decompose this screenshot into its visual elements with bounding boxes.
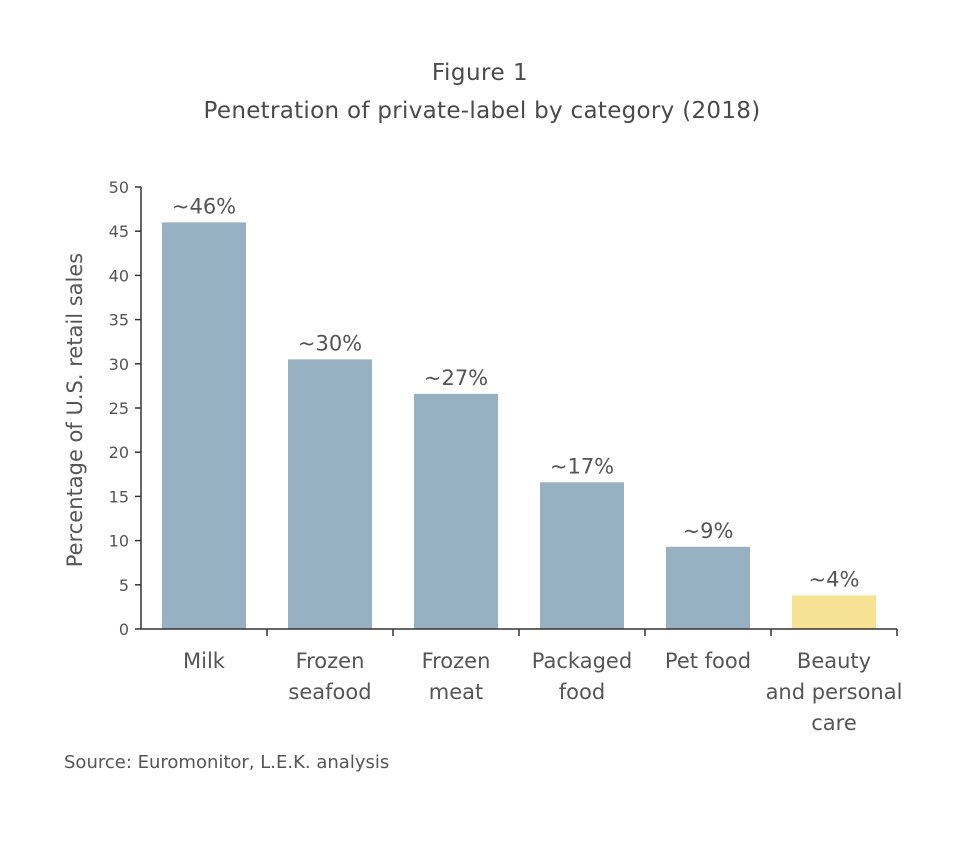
x-category-label: Milk — [183, 649, 226, 673]
y-tick-label: 50 — [109, 178, 129, 197]
y-tick-label: 45 — [109, 222, 129, 241]
x-category-label: Packaged food — [532, 649, 632, 704]
bar-data-label: ~17% — [550, 454, 614, 478]
x-axis — [141, 628, 898, 636]
y-axis-ticks: 0 5 10 15 20 25 30 35 40 45 50 — [109, 178, 141, 639]
bar-data-label: ~27% — [424, 366, 488, 390]
bar — [792, 595, 876, 629]
bar — [540, 482, 624, 629]
y-tick-label: 35 — [109, 311, 129, 330]
bars — [162, 222, 876, 630]
bar-data-label: ~4% — [809, 567, 860, 591]
x-category-label: Frozen meat — [422, 649, 491, 704]
chart-title: Penetration of private-label by category… — [203, 98, 761, 124]
x-category-label: Beauty and personal care — [766, 649, 903, 735]
y-tick-label: 5 — [119, 576, 129, 595]
x-category-label: Pet food — [665, 649, 751, 673]
y-tick-label: 20 — [109, 443, 129, 462]
bar-data-labels: ~46% ~30% ~27% ~17% ~9% ~4% — [172, 194, 860, 591]
bar-data-label: ~30% — [298, 331, 362, 355]
x-category-label: Frozen seafood — [288, 649, 371, 704]
bar — [666, 546, 750, 629]
bar — [414, 393, 498, 629]
y-tick-label: 25 — [109, 399, 129, 418]
y-axis-title: Percentage of U.S. retail sales — [63, 253, 87, 568]
y-tick-label: 15 — [109, 487, 129, 506]
bar — [288, 359, 372, 629]
bar — [162, 222, 246, 630]
y-tick-label: 0 — [119, 620, 129, 639]
bar-data-label: ~9% — [683, 519, 734, 543]
bar-data-label: ~46% — [172, 194, 236, 218]
y-tick-label: 30 — [109, 355, 129, 374]
figure-label: Figure 1 — [431, 60, 529, 86]
y-tick-label: 10 — [109, 532, 129, 551]
source-note: Source: Euromonitor, L.E.K. analysis — [64, 752, 390, 773]
x-axis-category-labels: Milk Frozen seafood Frozen meat Packaged food P… — [183, 649, 902, 735]
y-tick-label: 40 — [109, 266, 129, 285]
